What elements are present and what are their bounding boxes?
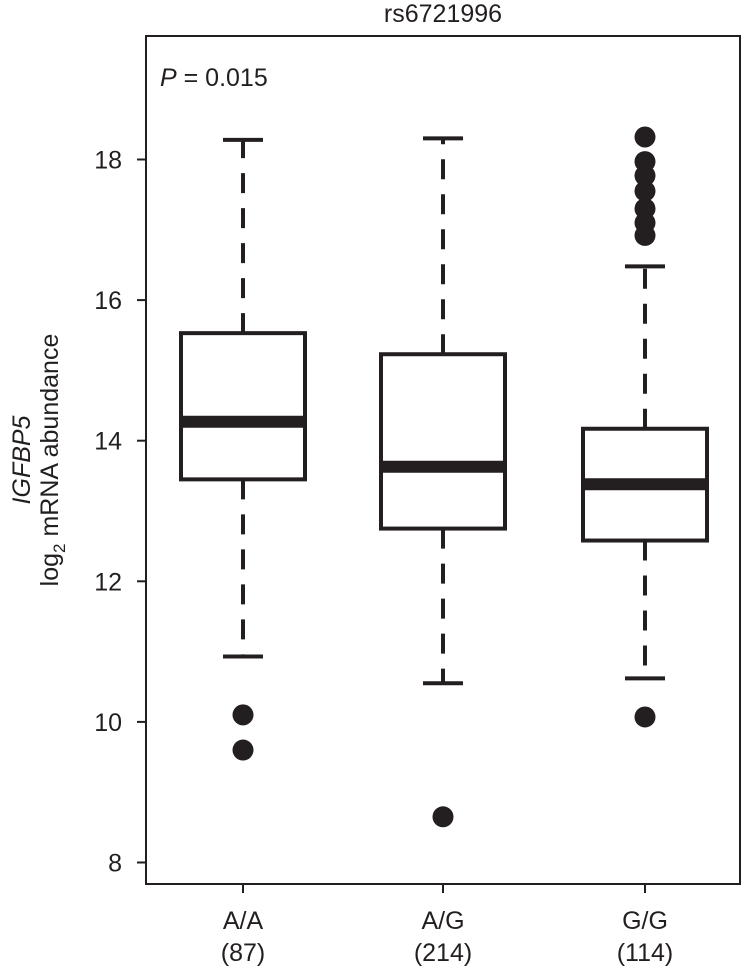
x-axis: A/A (87) A/G (214) G/G (114)	[221, 884, 673, 967]
y-axis-label: IGFBP5 log2 mRNA abundance	[8, 334, 69, 587]
outlier-2-0	[634, 126, 656, 148]
y-axis-label-gene: IGFBP5	[8, 415, 36, 504]
p-value-annotation: P = 0.015	[160, 64, 268, 92]
y-axis: 8 10 12 14 16 18	[94, 147, 146, 878]
x-count-label-0: (87)	[221, 939, 265, 967]
chart-title: rs6721996	[384, 0, 502, 28]
y-tick-label-12: 12	[94, 568, 122, 596]
y-tick-label-10: 10	[94, 709, 122, 737]
x-count-label-2: (114)	[617, 939, 674, 967]
outlier-1-0	[432, 806, 454, 828]
outlier-2-7	[634, 706, 656, 728]
x-tick-label-0: A/A	[223, 907, 264, 935]
outlier-0-1	[232, 739, 254, 761]
box-series	[179, 126, 709, 828]
y-tick-label-16: 16	[94, 287, 122, 315]
x-count-label-1: (214)	[414, 939, 472, 967]
outlier-2-2	[634, 165, 656, 187]
outlier-0-0	[232, 704, 254, 726]
box-group-1	[379, 136, 507, 828]
box-0	[179, 331, 307, 482]
x-tick-label-2: G/G	[622, 907, 668, 935]
box-group-2	[581, 126, 709, 728]
x-tick-label-1: A/G	[421, 907, 464, 935]
y-tick-label-18: 18	[94, 147, 122, 175]
box-group-0	[179, 137, 307, 761]
box-1	[379, 352, 507, 531]
outlier-2-6	[634, 224, 656, 246]
y-tick-label-8: 8	[108, 850, 122, 878]
outlier-2-3	[634, 180, 656, 202]
y-axis-label-units: log2 mRNA abundance	[36, 334, 69, 587]
y-tick-label-14: 14	[94, 428, 122, 456]
